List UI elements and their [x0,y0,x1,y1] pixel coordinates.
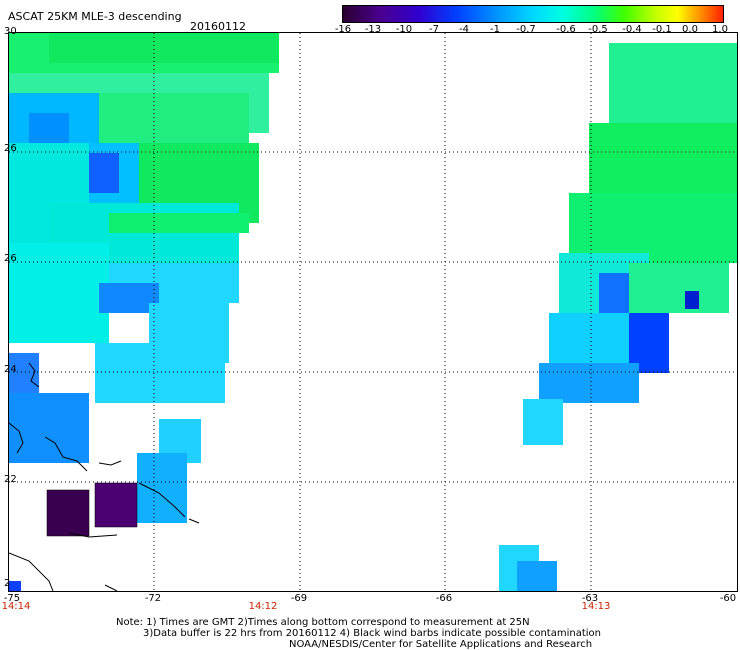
colorbar-label: 0.0 [682,24,698,35]
time-label: 14:12 [248,601,278,612]
lat-label: 24 [4,364,17,375]
lon-label: -69 [290,593,308,604]
map-title: ASCAT 25KM MLE-3 descending [8,10,182,23]
colorbar-label: -13 [364,24,382,35]
west-swath [9,33,279,591]
colorbar-label: -7 [429,24,439,35]
lat-label: 2 [4,578,11,589]
lat-label: 26 [4,253,17,264]
lon-label: -60 [719,593,737,604]
colorbar-label: -0.7 [516,24,536,35]
lat-label: 26 [4,143,17,154]
colorbar-label: -0.5 [588,24,608,35]
coastlines [9,362,200,591]
lat-lon-grid [9,33,737,591]
colorbar-label: -10 [395,24,413,35]
colorbar-label: -16 [334,24,352,35]
lon-label: -66 [435,593,453,604]
wind-swath-map [8,32,738,592]
lat-label: 30 [4,26,17,37]
lon-label: -75 [3,593,21,604]
note-line-2: 3)Data buffer is 22 hrs from 20160112 4)… [143,628,601,639]
colorbar-label: -0.1 [652,24,672,35]
colorbar-label: 1.0 [712,24,728,35]
color-scale-bar [342,5,724,23]
lon-label: -63 [581,593,599,604]
time-label: 14:13 [581,601,611,612]
map-date: 20160112 [190,20,246,33]
note-line-3: NOAA/NESDIS/Center for Satellite Applica… [289,639,593,650]
colorbar-label: -4 [459,24,469,35]
colorbar-label: -1 [490,24,500,35]
note-line-1: Note: 1) Times are GMT 2)Times along bot… [116,617,530,628]
colorbar-label: -0.6 [556,24,576,35]
east-swath [499,43,737,591]
lat-label: 22 [4,474,17,485]
time-label: 14:14 [1,601,31,612]
lon-label: -72 [144,593,162,604]
colorbar-label: -0.4 [622,24,642,35]
